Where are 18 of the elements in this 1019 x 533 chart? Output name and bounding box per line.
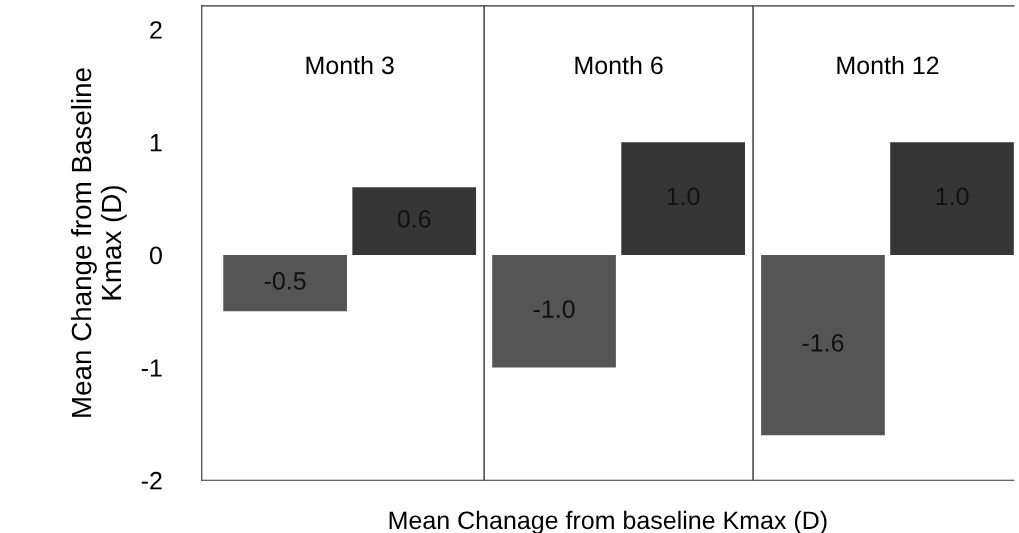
bar xyxy=(492,254,616,368)
data-label: -1.0 xyxy=(533,300,575,318)
y-tick-label: -1 xyxy=(141,359,162,377)
data-label: -1.6 xyxy=(802,334,844,352)
data-label: -0.5 xyxy=(264,272,306,290)
y-tick-label: -2 xyxy=(141,471,162,490)
y-tick-label: 1 xyxy=(150,134,162,152)
bar xyxy=(761,254,885,436)
bar xyxy=(621,142,745,255)
x-tick-label: Month 3 xyxy=(306,55,394,75)
y-tick-label: 2 xyxy=(150,21,162,39)
bar xyxy=(352,187,477,255)
y-tick-label: 0 xyxy=(149,246,162,265)
bar xyxy=(223,254,347,312)
bar xyxy=(890,142,1014,255)
x-tick-label: Month 6 xyxy=(575,55,663,75)
x-tick-label: Month 12 xyxy=(837,55,939,75)
y-axis-title: Mean Change from Baseline Kmax (D) xyxy=(70,68,127,417)
